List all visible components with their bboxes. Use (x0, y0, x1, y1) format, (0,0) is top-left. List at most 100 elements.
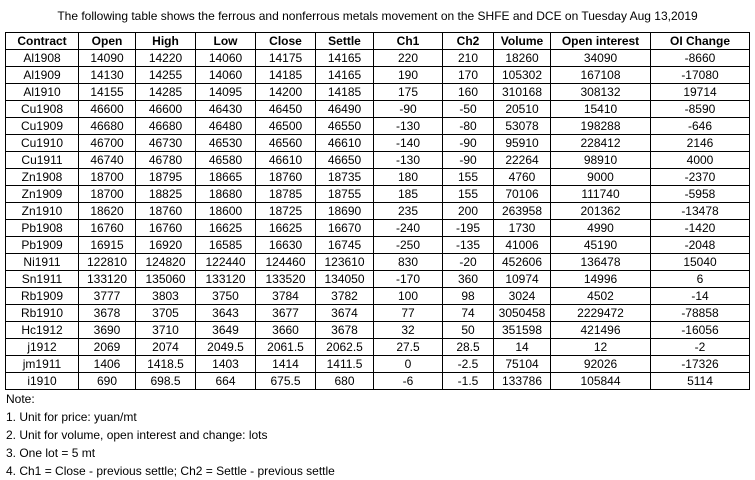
table-cell: 308132 (550, 83, 651, 101)
table-cell: 14130 (78, 66, 136, 84)
column-header: High (135, 32, 196, 50)
table-cell: 105302 (493, 66, 551, 84)
table-cell: 46650 (315, 151, 374, 169)
table-cell: 2146 (650, 134, 750, 152)
table-cell: 16625 (255, 219, 316, 237)
table-cell: 18735 (315, 168, 374, 186)
table-cell: 698.5 (135, 372, 196, 390)
table-cell: 14285 (135, 83, 196, 101)
table-cell: -5958 (650, 185, 750, 203)
table-cell: -78858 (650, 304, 750, 322)
table-cell: -250 (373, 236, 443, 254)
table-cell: 100 (373, 287, 443, 305)
table-cell: 18755 (315, 185, 374, 203)
table-cell: i1910 (5, 372, 79, 390)
table-cell: Cu1911 (5, 151, 79, 169)
notes-heading: Note: (6, 392, 35, 406)
table-cell: 2069 (78, 338, 136, 356)
table-cell: 74 (442, 304, 494, 322)
table-cell: 46740 (78, 151, 136, 169)
table-cell: 46700 (78, 134, 136, 152)
table-row: Cu1910 46700 46730 46530 46560 46610 -140 -90 95… (5, 134, 750, 152)
table-row: i1910 690 698.5 664 675.5 680 -6 -1.5 133786 1058… (5, 372, 750, 390)
table-cell: 12 (550, 338, 651, 356)
table-cell: 16625 (195, 219, 256, 237)
table-cell: 14 (493, 338, 551, 356)
table-cell: 680 (315, 372, 374, 390)
table-cell: 122810 (78, 253, 136, 271)
table-cell: 46550 (315, 117, 374, 135)
table-cell: 46530 (195, 134, 256, 152)
header-row: Contract Open High Low Close Settle Ch1 Ch2 Volu… (5, 32, 750, 50)
table-cell: 18760 (135, 202, 196, 220)
table-cell: Pb1908 (5, 219, 79, 237)
table-cell: Zn1910 (5, 202, 79, 220)
table-cell: -130 (373, 151, 443, 169)
table-cell: 675.5 (255, 372, 316, 390)
table-cell: 5114 (650, 372, 750, 390)
table-cell: -140 (373, 134, 443, 152)
table-cell: 1403 (195, 355, 256, 373)
column-header: Contract (5, 32, 79, 50)
table-cell: 19714 (650, 83, 750, 101)
table-cell: 18825 (135, 185, 196, 203)
table-cell: 14060 (195, 49, 256, 67)
table-row: Sn1911 133120 135060 133120 133520 134050 -170… (5, 270, 750, 288)
table-cell: 1406 (78, 355, 136, 373)
table-cell: 18620 (78, 202, 136, 220)
table-cell: Rb1910 (5, 304, 79, 322)
table-cell: 136478 (550, 253, 651, 271)
table-cell: 3690 (78, 321, 136, 339)
table-cell: -195 (442, 219, 494, 237)
column-header: Open interest (550, 32, 651, 50)
table-cell: 198288 (550, 117, 651, 135)
table-cell: 77 (373, 304, 443, 322)
table-cell: 18665 (195, 168, 256, 186)
column-header: Ch1 (373, 32, 443, 50)
table-cell: 18700 (78, 185, 136, 203)
table-cell: 180 (373, 168, 443, 186)
table-cell: 133520 (255, 270, 316, 288)
table-cell: 2061.5 (255, 338, 316, 356)
table-cell: -170 (373, 270, 443, 288)
table-cell: 167108 (550, 66, 651, 84)
table-cell: 3705 (135, 304, 196, 322)
table-cell: 133786 (493, 372, 551, 390)
table-cell: 360 (442, 270, 494, 288)
table-cell: jm1911 (5, 355, 79, 373)
table-cell: -80 (442, 117, 494, 135)
table-cell: 46580 (195, 151, 256, 169)
table-cell: -90 (442, 134, 494, 152)
table-cell: 421496 (550, 321, 651, 339)
table-cell: 3677 (255, 304, 316, 322)
table-cell: 46500 (255, 117, 316, 135)
table-body: Al1908 14090 14220 14060 14175 14165 220 210 182… (5, 49, 750, 390)
table-cell: 124460 (255, 253, 316, 271)
column-header: Open (78, 32, 136, 50)
table-cell: -130 (373, 117, 443, 135)
table-cell: 46730 (135, 134, 196, 152)
table-row: jm1911 1406 1418.5 1403 1414 1411.5 0 -2.5 75104… (5, 355, 750, 373)
table-cell: -17326 (650, 355, 750, 373)
table-cell: 3710 (135, 321, 196, 339)
table-cell: 133120 (195, 270, 256, 288)
table-cell: -2048 (650, 236, 750, 254)
table-cell: 14060 (195, 66, 256, 84)
table-cell: Pb1909 (5, 236, 79, 254)
table-cell: 18680 (195, 185, 256, 203)
table-cell: 4990 (550, 219, 651, 237)
table-cell: Hc1912 (5, 321, 79, 339)
table-cell: 46680 (78, 117, 136, 135)
table-cell: 14185 (315, 83, 374, 101)
table-cell: 46680 (135, 117, 196, 135)
table-cell: 14095 (195, 83, 256, 101)
table-cell: 53078 (493, 117, 551, 135)
table-cell: Zn1909 (5, 185, 79, 203)
note-item: 1. Unit for price: yuan/mt (6, 410, 137, 424)
table-cell: 3643 (195, 304, 256, 322)
table-cell: Cu1909 (5, 117, 79, 135)
table-cell: 95910 (493, 134, 551, 152)
table-cell: 201362 (550, 202, 651, 220)
table-cell: -8660 (650, 49, 750, 67)
table-cell: 18760 (255, 168, 316, 186)
